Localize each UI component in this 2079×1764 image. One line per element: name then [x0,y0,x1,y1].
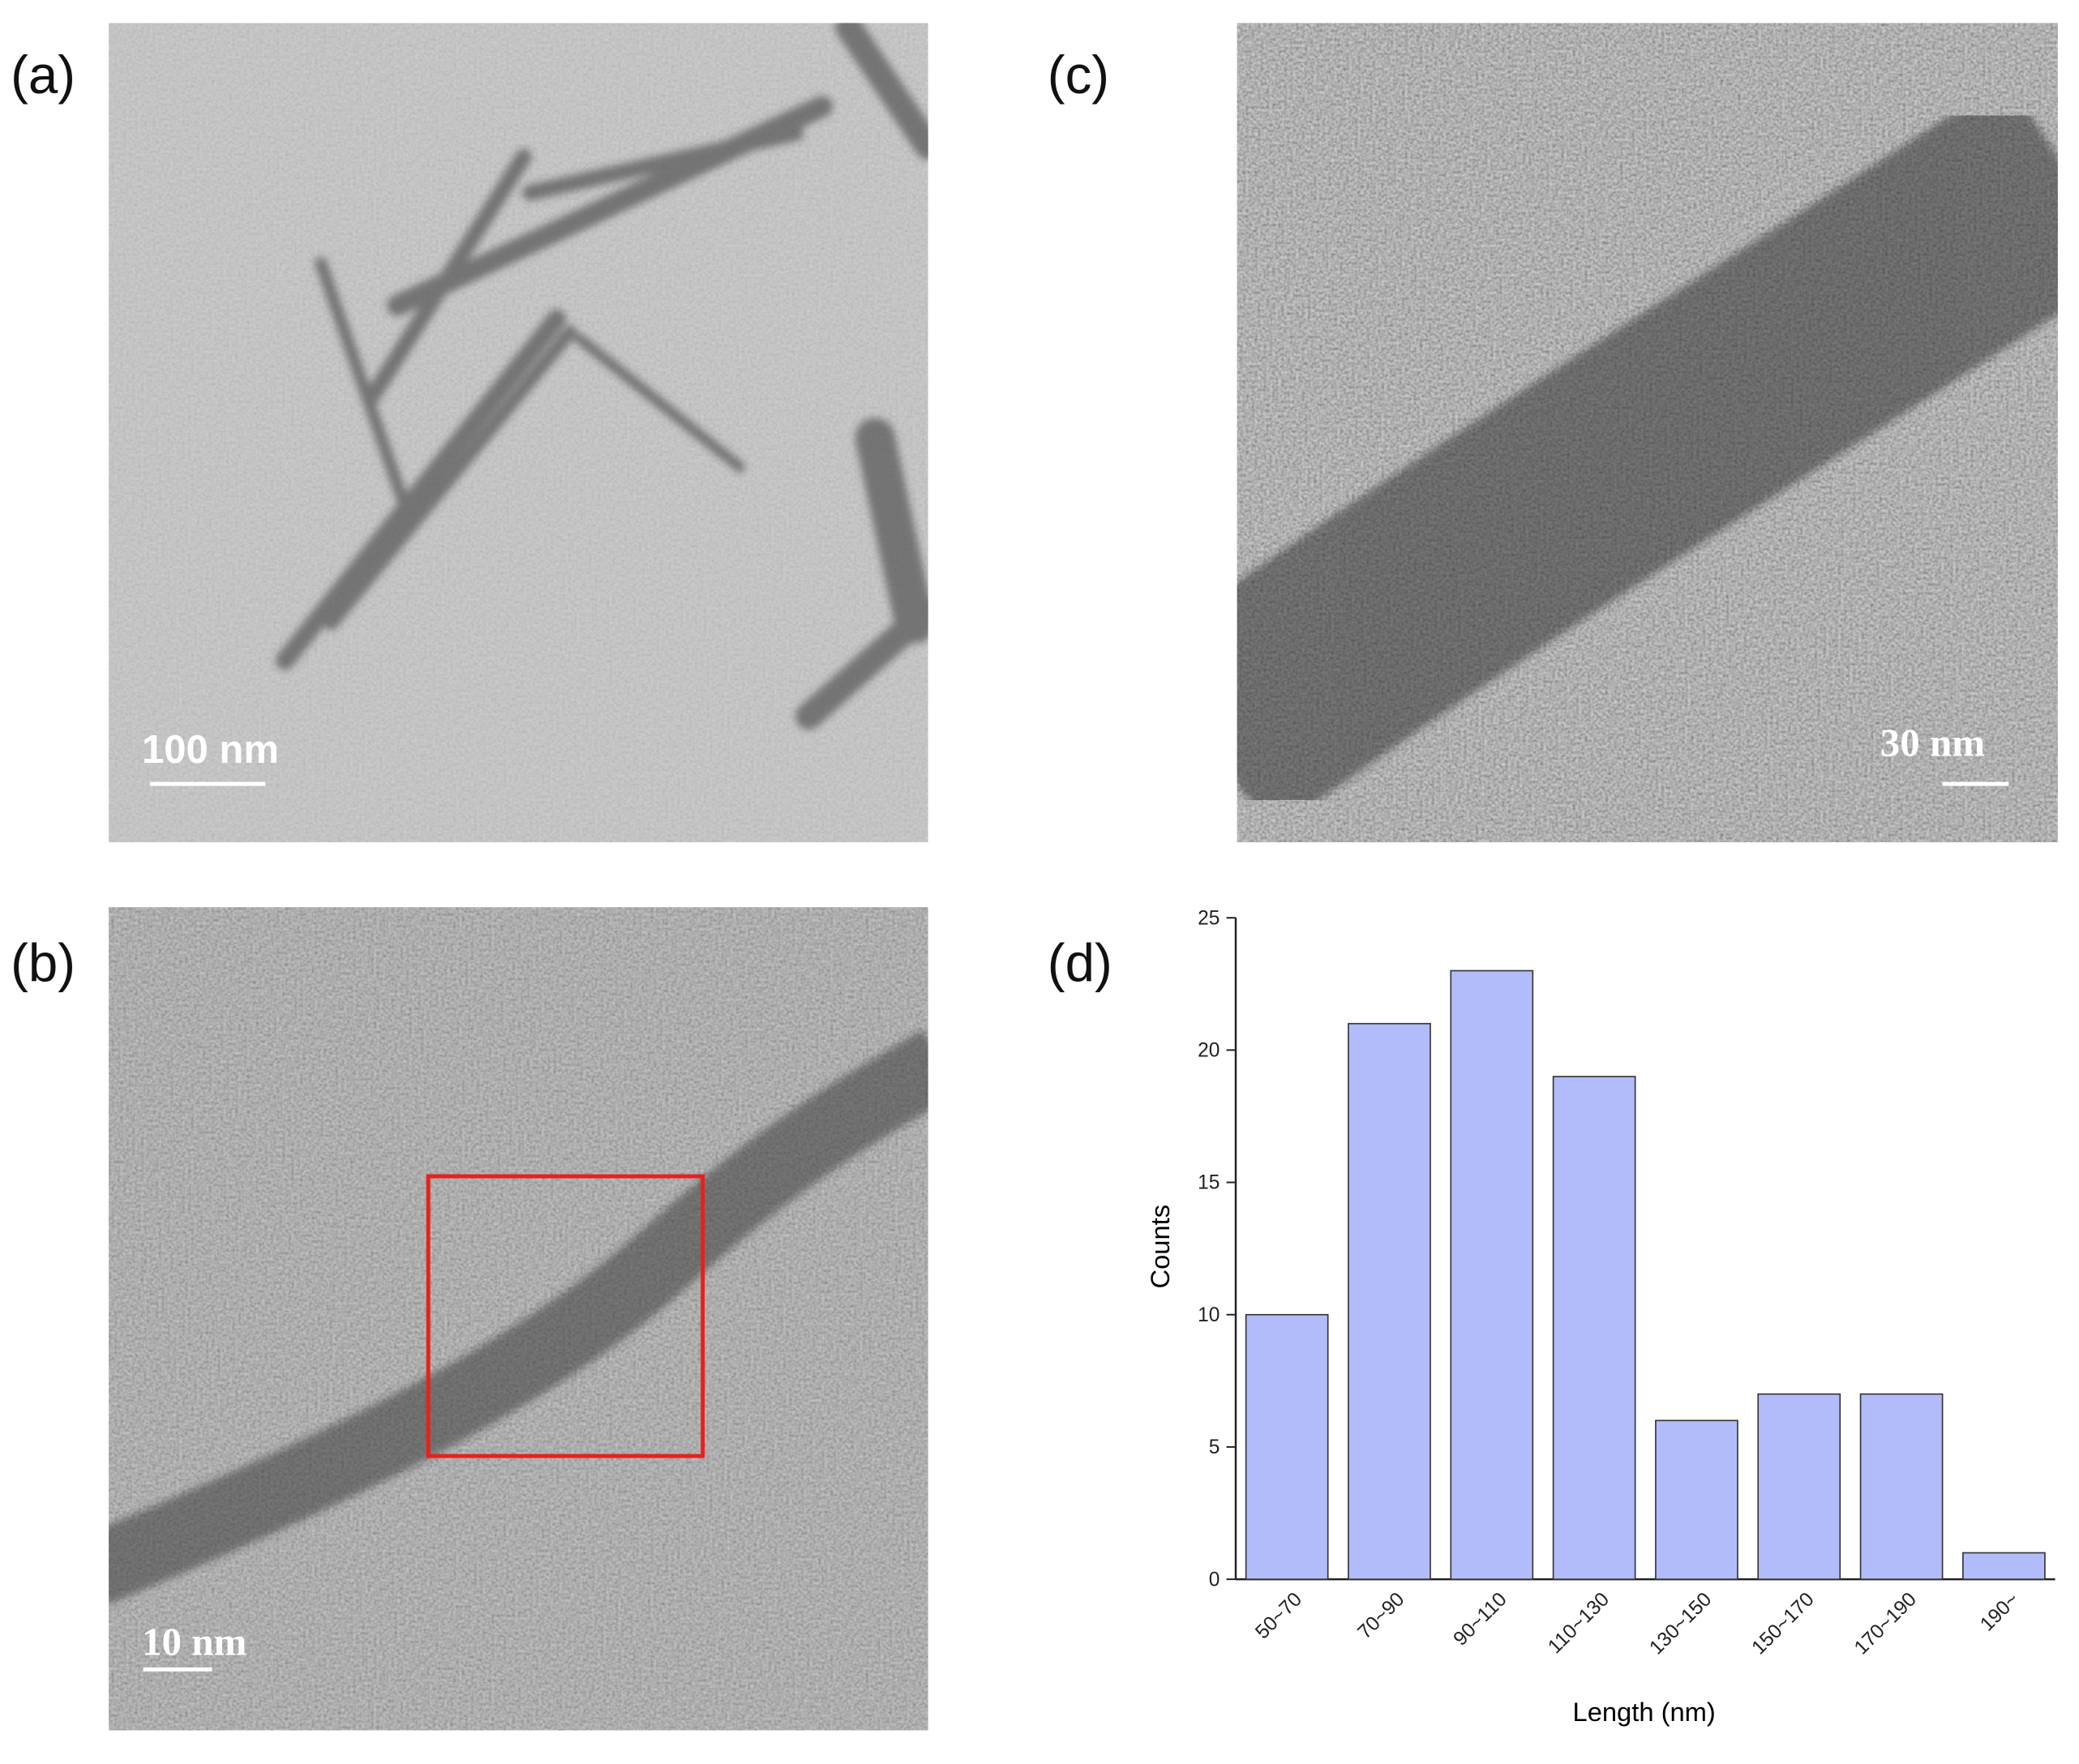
bar [1962,1552,2046,1580]
panel-label: (a) [11,45,75,105]
x-tick-label: 50~70 [1251,1588,1306,1643]
bar [1450,970,1534,1580]
scale-bar-label: 10 nm [142,1619,247,1663]
bar [1348,1022,1431,1580]
bar [1655,1419,1738,1580]
y-axis-label: Counts [1145,1205,1175,1289]
x-tick-label: 150~170 [1748,1588,1819,1659]
panel-label: (b) [11,934,75,993]
x-tick-label: 190~ [1976,1588,2023,1635]
tem-image-b [109,907,928,1731]
histogram: Counts Length (nm) 0 5 10 15 20 25 50~70 70~90 9… [1145,907,2055,1727]
scale-bar-label: 100 nm [142,728,279,772]
x-tick-label: 170~190 [1850,1588,1921,1659]
x-tick-label: 70~90 [1354,1588,1409,1643]
x-tick-label: 110~130 [1544,1588,1614,1658]
bar [1757,1393,1841,1580]
y-tick-label: 5 [1209,1436,1220,1458]
tem-image-c [1237,23,2058,842]
panel-label: (c) [1048,45,1109,105]
y-tick-label: 20 [1198,1040,1220,1062]
scale-bar-label: 30 nm [1880,721,1986,765]
bar [1552,1076,1636,1580]
x-tick-label: 90~110 [1450,1588,1511,1650]
bar [1245,1313,1329,1580]
tem-image-a [109,23,928,842]
zoom-box [426,1174,705,1458]
y-tick-label: 15 [1198,1172,1220,1194]
y-tick-label: 25 [1198,907,1220,929]
x-axis-label: Length (nm) [1573,1697,1716,1727]
y-tick-label: 0 [1209,1569,1220,1591]
bar [1859,1393,1944,1580]
x-tick-label: 130~150 [1645,1588,1716,1659]
panel-label: (d) [1048,934,1112,993]
y-tick-label: 10 [1198,1304,1220,1326]
